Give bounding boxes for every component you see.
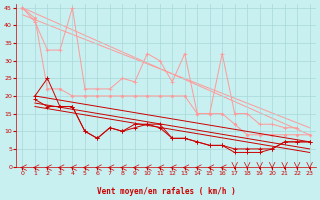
X-axis label: Vent moyen/en rafales ( km/h ): Vent moyen/en rafales ( km/h ) xyxy=(97,187,236,196)
